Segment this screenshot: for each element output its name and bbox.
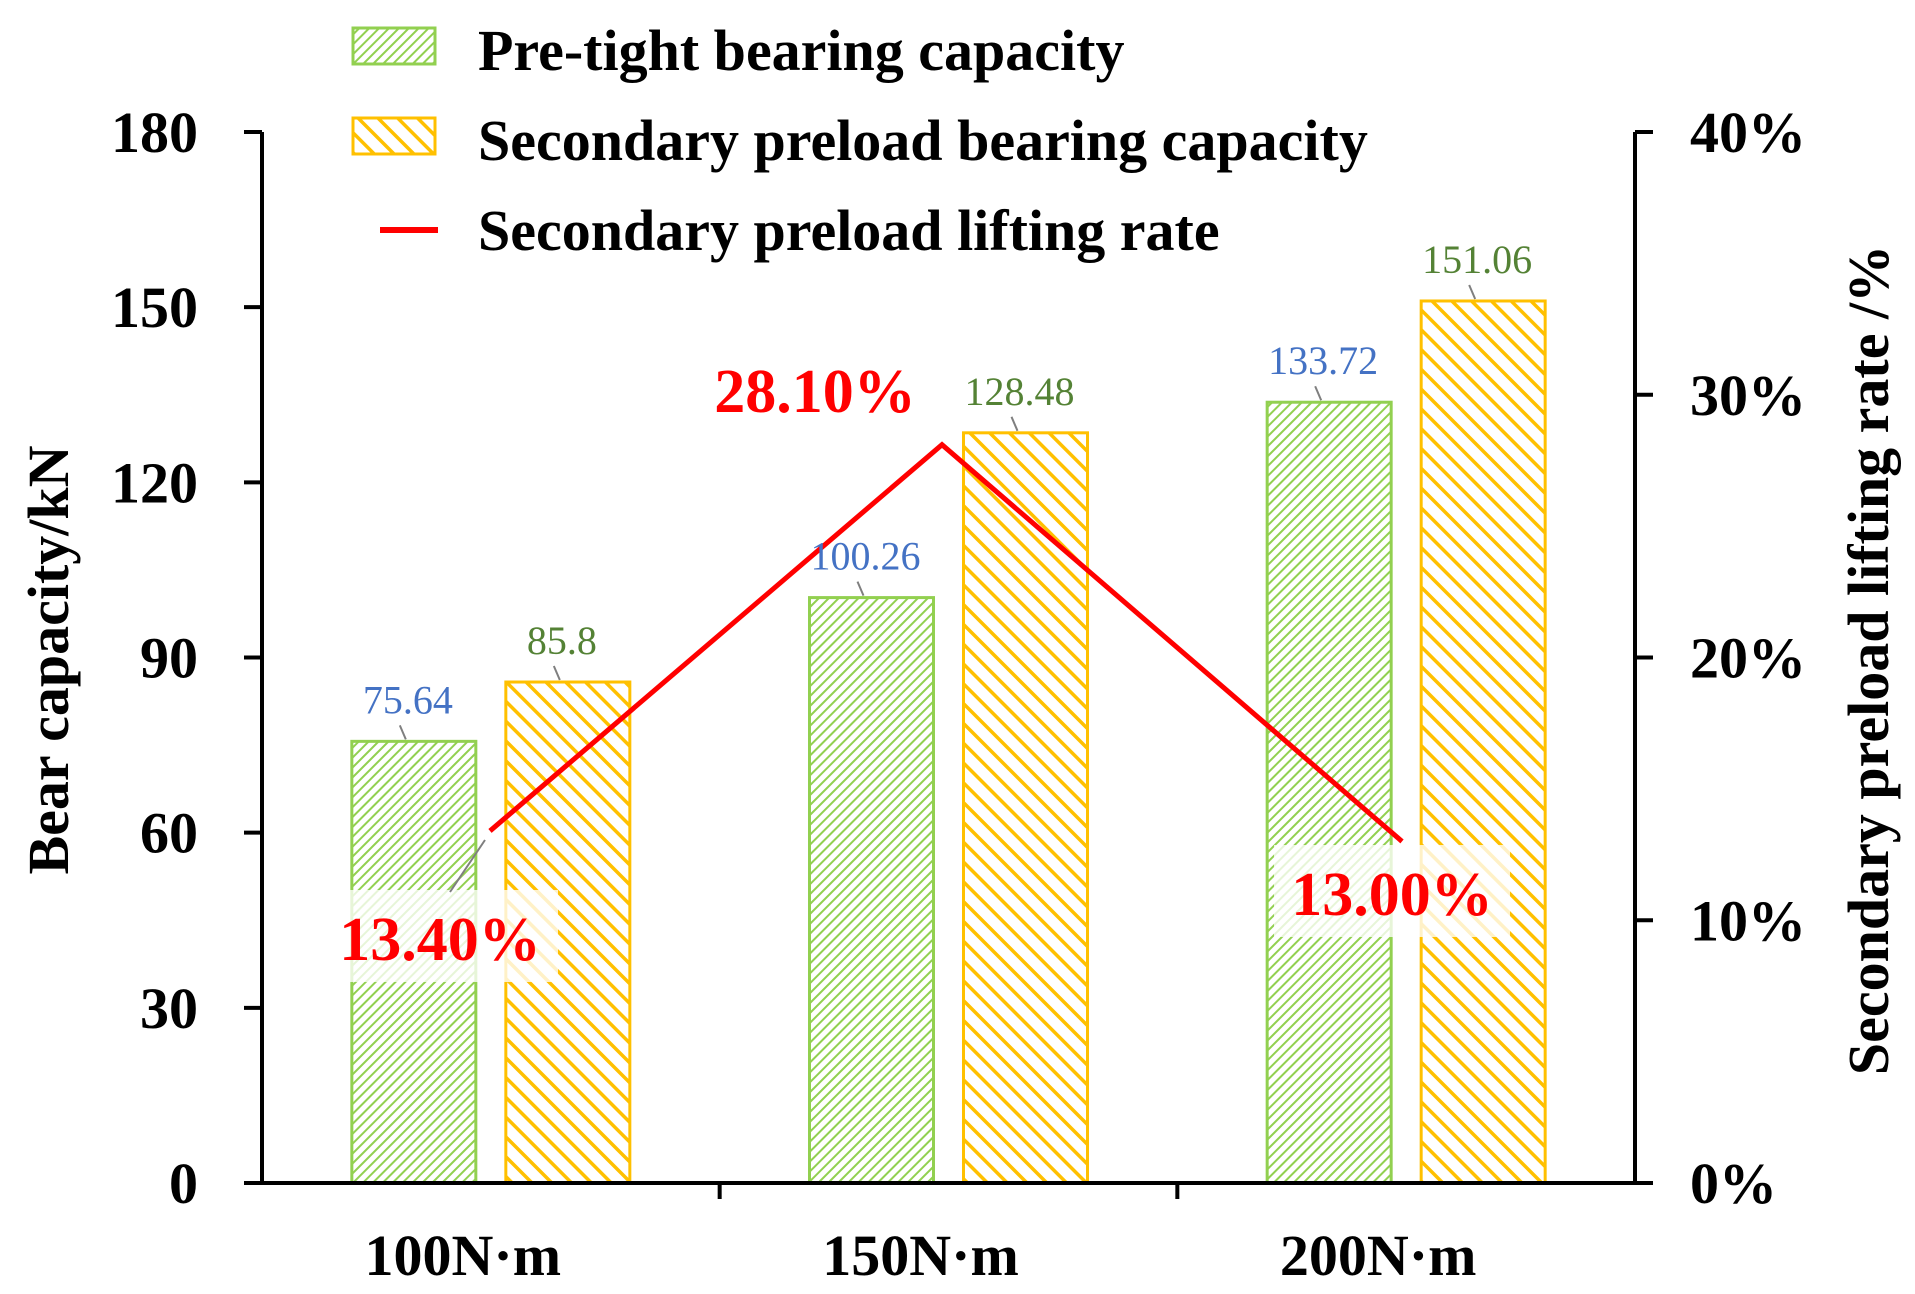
lifting-rate-line [488, 441, 1404, 844]
y-tick-label: 30 [140, 976, 198, 1041]
line-layer [488, 441, 1404, 844]
y2-tick-label: 20% [1690, 626, 1806, 691]
y2-axis-title: Secondary preload lifting rate /% [1836, 245, 1901, 1075]
legend-swatch-0 [351, 26, 437, 66]
legend-layer: Pre-tight bearing capacity Secondary prel… [351, 18, 1368, 263]
value-label-pretight-1: 100.26 [811, 534, 921, 579]
x-tick-label-2: 200N·m [1280, 1223, 1477, 1288]
axes-layer: 0 30 60 90 120 150 180 0% 10% 20% 30% 40% 100N·m 150N… [16, 100, 1901, 1288]
value-label-pretight-2: 133.72 [1268, 338, 1378, 383]
legend-label-0: Pre-tight bearing capacity [478, 18, 1124, 83]
value-label-pretight-0: 75.64 [363, 677, 453, 722]
labels-layer: 75.64 85.8 100.26 128.48 133.72 151.06 13.40% 2… [322, 237, 1532, 982]
value-label-leader [1010, 416, 1019, 432]
bar-pretight-1 [808, 596, 935, 1185]
value-label-leader [1468, 284, 1477, 300]
value-label-secondary-2: 151.06 [1422, 237, 1532, 282]
y-tick-label: 120 [111, 450, 198, 515]
rate-label-background [322, 890, 558, 982]
bar-pretight-2 [1265, 400, 1393, 1185]
y-tick-label: 150 [111, 275, 198, 340]
y-axis-title: Bear capacity/kN [16, 445, 81, 874]
value-label-leader [1314, 385, 1323, 401]
y2-tick-label: 30% [1690, 363, 1806, 428]
legend-label-1: Secondary preload bearing capacity [478, 108, 1368, 173]
rate-label-leader [449, 839, 486, 893]
bar-secondary-2 [1419, 299, 1547, 1185]
legend-swatch-1 [351, 116, 437, 156]
rate-label-1: 28.10% [714, 358, 916, 426]
rate-label-0: 13.40% [339, 906, 541, 974]
y-tick-label: 180 [111, 100, 198, 165]
rate-label-background [1274, 845, 1510, 937]
y-tick-label: 0 [169, 1151, 198, 1216]
x-tick-label-0: 100N·m [365, 1223, 562, 1288]
y-tick-label: 60 [140, 801, 198, 866]
y2-tick-label: 40% [1690, 100, 1806, 165]
value-label-leader [552, 665, 561, 681]
rate-label-2: 13.00% [1291, 861, 1493, 929]
value-label-secondary-1: 128.48 [965, 369, 1075, 414]
value-label-secondary-0: 85.8 [527, 618, 597, 663]
value-label-leader [398, 724, 407, 740]
x-tick-label-1: 150N·m [822, 1223, 1019, 1288]
y-tick-label: 90 [140, 626, 198, 691]
y2-tick-label: 10% [1690, 888, 1806, 953]
y2-tick-label: 0% [1690, 1151, 1777, 1216]
bars-layer [350, 299, 1547, 1185]
value-label-leader [856, 581, 865, 596]
legend-label-2: Secondary preload lifting rate [478, 198, 1220, 263]
bar-secondary-1 [962, 431, 1089, 1185]
